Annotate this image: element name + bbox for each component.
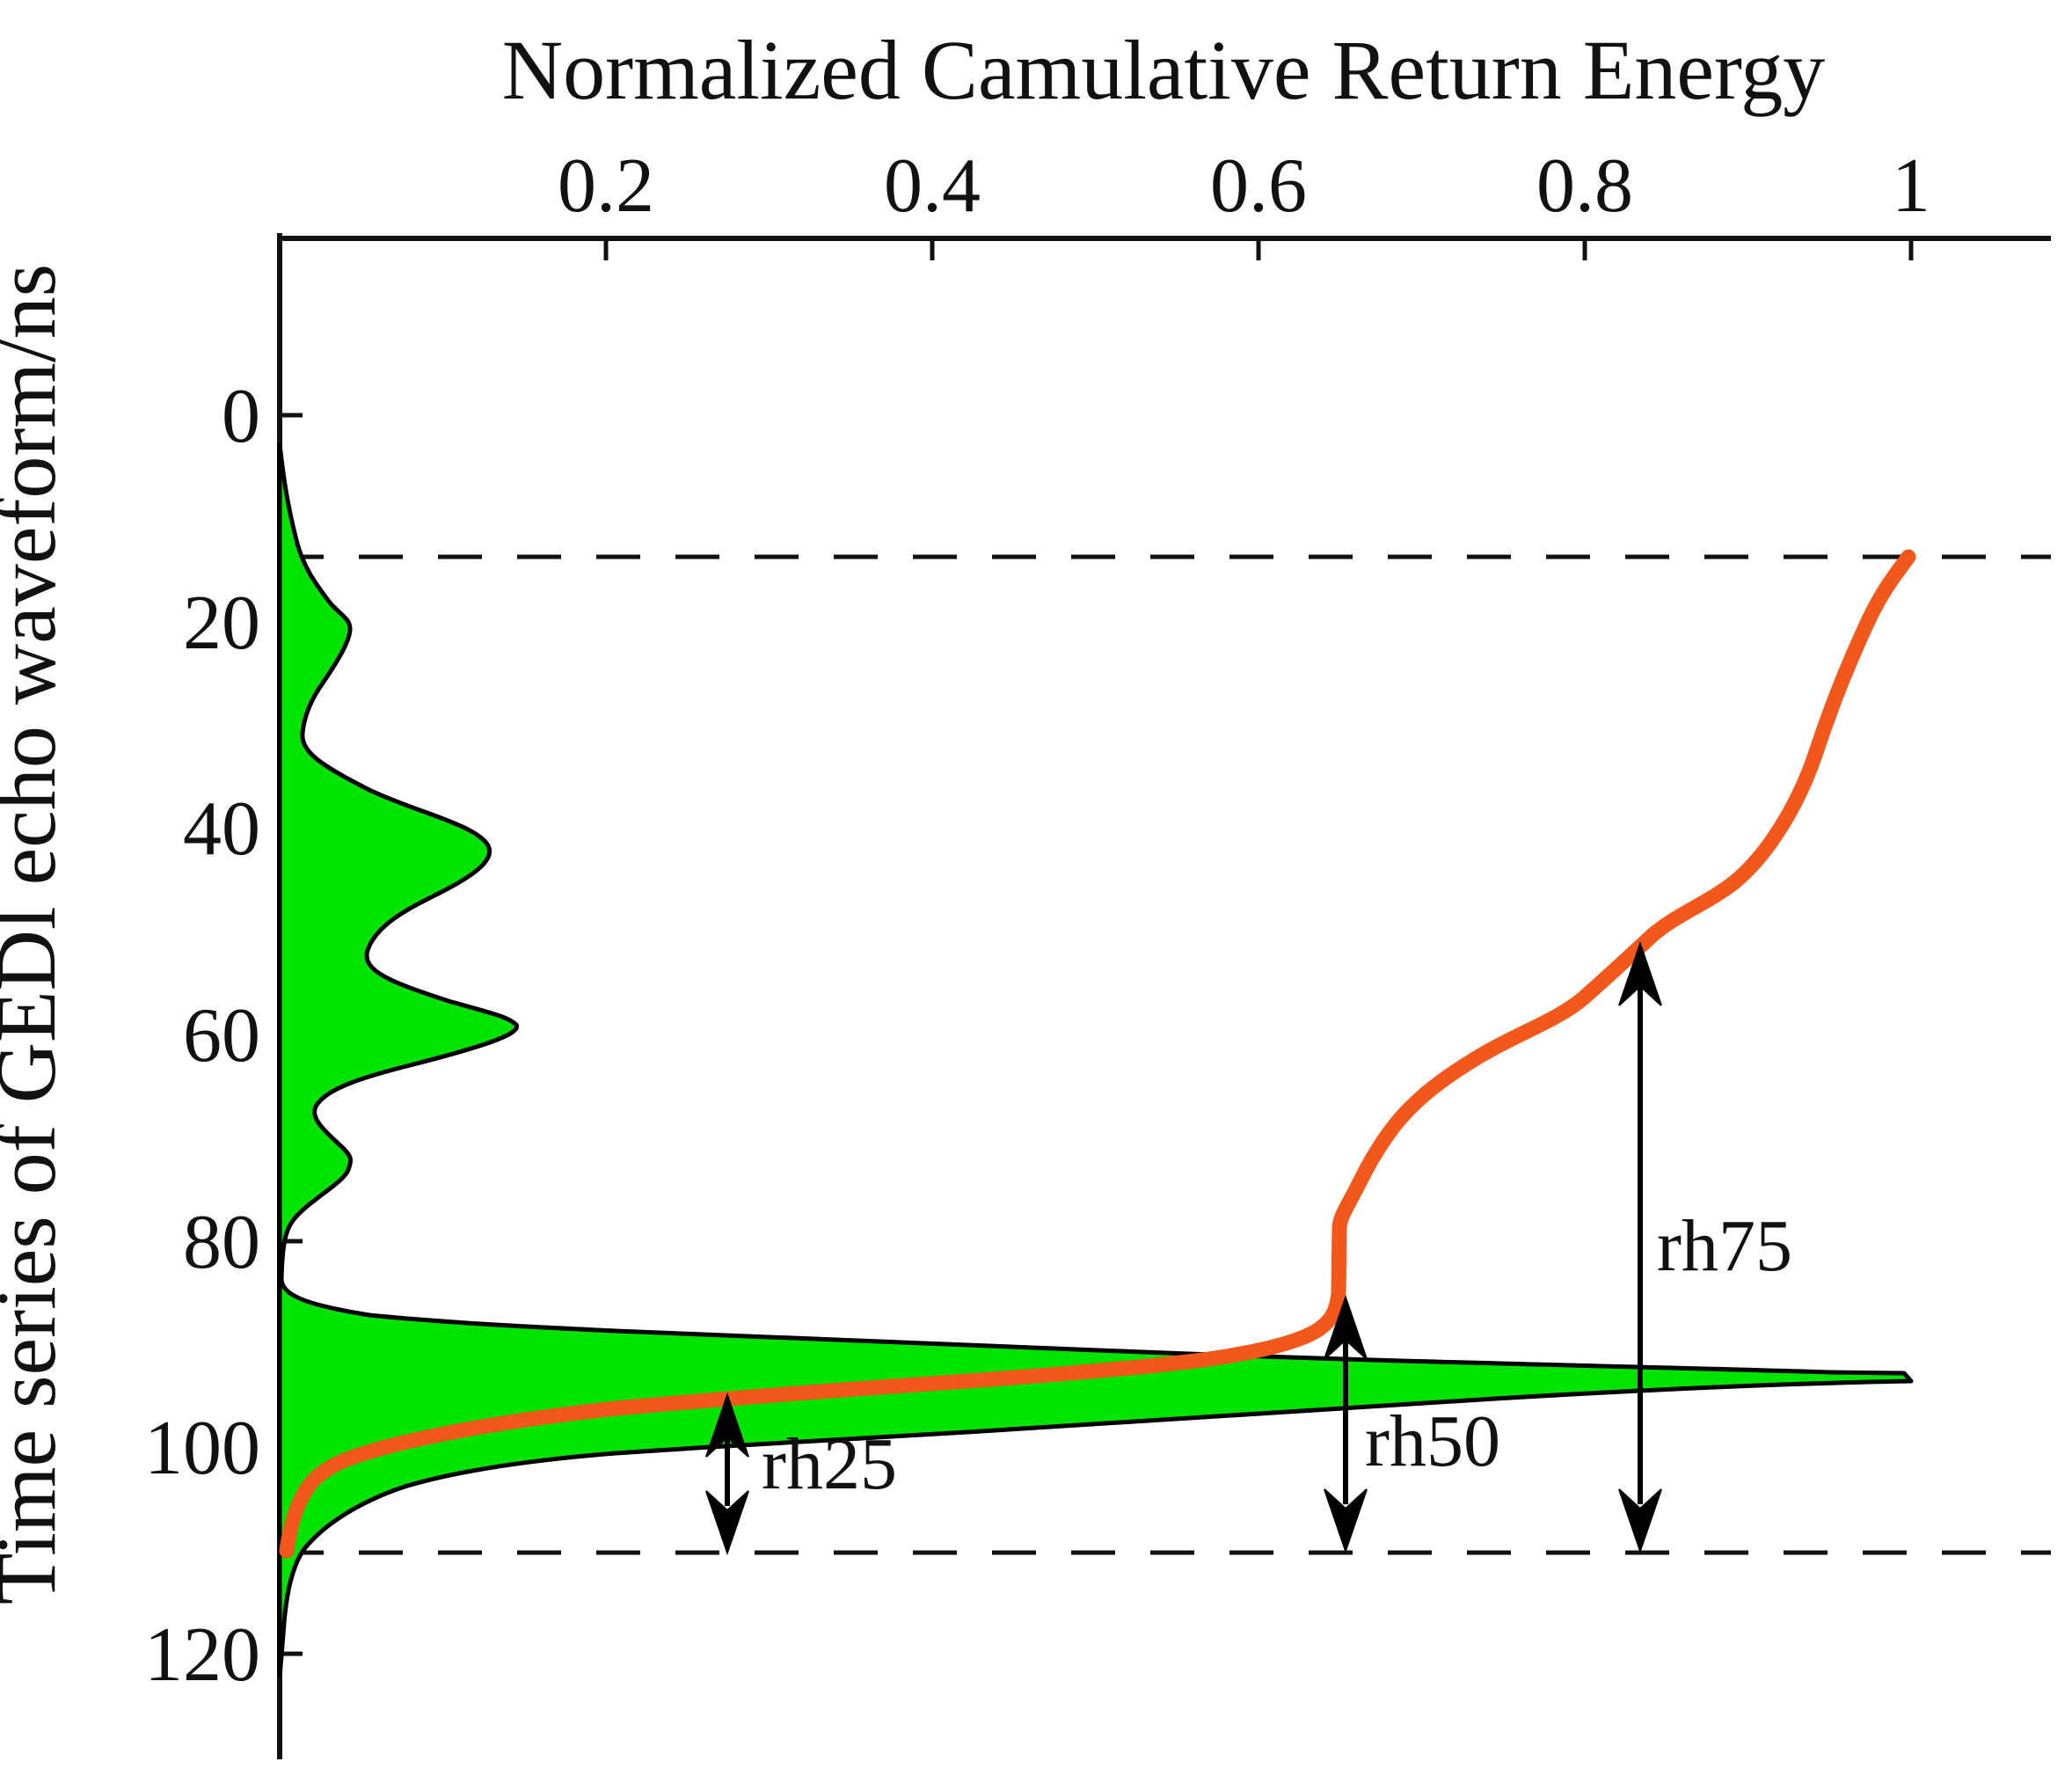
y-tick-label: 40 [183, 786, 260, 872]
rh75-label: rh75 [1657, 1205, 1792, 1287]
rh50-arrow [1324, 1294, 1368, 1554]
rh25-label: rh25 [762, 1423, 897, 1505]
y-axis-title: Time series of GEDl echo waveform/ns [0, 264, 73, 1605]
waveform-area [277, 442, 1914, 1678]
x-tick-marks [603, 241, 1914, 260]
chart-title: Normalized Camulative Return Energy [502, 23, 1825, 117]
x-tick-label: 0.2 [558, 143, 654, 229]
y-tick-label: 100 [144, 1406, 260, 1491]
y-tick-label: 120 [144, 1612, 260, 1698]
y-tick-labels: 0 20 40 60 80 100 120 [144, 374, 260, 1698]
x-tick-label: 0.6 [1210, 143, 1307, 229]
y-tick-label: 0 [222, 374, 260, 459]
cumulative-energy-line [279, 549, 1916, 1559]
rh50-label: rh50 [1365, 1400, 1500, 1482]
x-tick-label: 0.4 [884, 143, 981, 229]
y-tick-label: 80 [183, 1200, 260, 1285]
rh25-arrow [705, 1392, 749, 1556]
x-tick-label: 1 [1892, 143, 1930, 229]
y-tick-label: 60 [183, 993, 260, 1078]
rh75-arrow [1618, 940, 1662, 1554]
x-tick-labels: 0.2 0.4 0.6 0.8 1 [558, 143, 1930, 229]
y-tick-label: 20 [183, 581, 260, 666]
x-tick-label: 0.8 [1536, 143, 1633, 229]
